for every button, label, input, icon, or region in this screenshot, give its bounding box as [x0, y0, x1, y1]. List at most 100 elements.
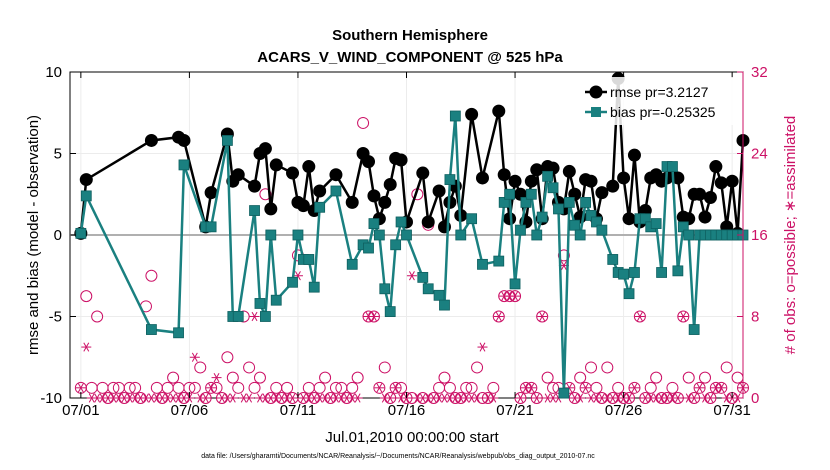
bias-point [449, 110, 461, 122]
obs-possible-marker [460, 381, 473, 394]
bias-point [547, 182, 559, 194]
obs-possible-marker [129, 381, 142, 394]
obs-assimilated-marker [694, 383, 705, 393]
bias-point [623, 288, 635, 300]
rmse-point [258, 142, 272, 156]
rmse-point [503, 212, 517, 226]
y-tick-label: 5 [54, 146, 62, 163]
footnote: data file: /Users/gharamti/Documents/NCA… [201, 453, 595, 460]
obs-assimilated-marker [510, 291, 521, 301]
obs-possible-marker [172, 381, 185, 394]
bias-point [498, 196, 510, 208]
rmse-point [492, 104, 506, 118]
bias-point [75, 227, 87, 239]
rmse-point [378, 195, 392, 209]
obs-possible-marker [226, 371, 239, 384]
bias-point [509, 278, 521, 290]
series-layer [74, 72, 750, 399]
bias-point [585, 210, 597, 221]
bias-point [591, 216, 602, 228]
rmse-point [367, 189, 381, 203]
rmse-point [421, 215, 435, 229]
x-axis: 07/01 07/06 07/11 07/16 07/21 07/26 07/31 [62, 72, 751, 419]
obs-possible-marker [248, 381, 261, 394]
bias-point [558, 387, 570, 399]
obs-possible-marker [585, 361, 598, 374]
bias-point [563, 196, 575, 208]
rmse-point [703, 191, 717, 205]
obs-assimilated-marker [385, 393, 396, 403]
obs-assimilated-marker [575, 393, 586, 403]
obs-layer [74, 116, 749, 404]
rmse-point [562, 164, 576, 178]
bias-point [515, 224, 526, 236]
obs-possible-marker [536, 310, 549, 323]
rmse-point [524, 174, 538, 188]
y2-tick-label: 32 [751, 64, 768, 81]
y2-axis: 0 8 16 24 32 [737, 64, 768, 407]
x-tick-label: 07/21 [496, 402, 534, 419]
rmse-point [79, 173, 93, 187]
obs-possible-marker [319, 371, 332, 384]
rmse-point [508, 174, 522, 188]
obs-assimilated-marker [624, 393, 635, 403]
rmse-point [606, 179, 620, 193]
chart-title: Southern Hemisphere [332, 27, 488, 44]
obs-assimilated-marker [537, 311, 548, 322]
y2-tick-label: 24 [751, 146, 768, 163]
rmse-point [622, 212, 636, 226]
x-tick-label: 07/16 [388, 402, 426, 419]
obs-possible-marker [85, 381, 98, 394]
obs-assimilated-marker [206, 383, 217, 393]
y-tick-label: 10 [45, 64, 62, 81]
rmse-point [302, 160, 316, 174]
bias-point [504, 188, 516, 200]
bias-point [270, 294, 282, 306]
bias-point [639, 213, 651, 225]
obs-assimilated-marker [368, 311, 379, 322]
obs-assimilated-marker [390, 383, 401, 393]
y-tick-label: 0 [54, 227, 62, 244]
obs-possible-marker [145, 269, 158, 282]
obs-possible-marker [574, 371, 587, 384]
rmse-point [530, 163, 544, 177]
bias-line [79, 115, 743, 394]
obs-assimilated-marker [531, 393, 542, 403]
rmse-point [698, 210, 712, 224]
bias-point [373, 229, 385, 241]
obs-possible-marker [492, 310, 505, 323]
bias-point [221, 135, 233, 146]
y2-tick-label: 16 [751, 227, 768, 244]
obs-possible-marker [373, 381, 386, 394]
obs-possible-marker [720, 361, 733, 374]
obs-possible-marker [433, 381, 446, 394]
rmse-point [584, 174, 598, 188]
bias-point [80, 190, 92, 202]
rmse-point [617, 171, 631, 185]
bias-point [656, 267, 667, 278]
obs-possible-marker [96, 381, 109, 394]
bias-point [390, 239, 402, 251]
bias-point [650, 218, 662, 229]
bias-point [205, 221, 217, 233]
rmse-point [264, 202, 278, 216]
chart-subtitle: ACARS_V_WIND_COMPONENT @ 525 hPa [257, 49, 563, 66]
obs-possible-marker [221, 351, 234, 364]
obs-assimilated-marker [81, 342, 92, 352]
obs-possible-marker [471, 361, 484, 374]
obs-assimilated-marker [374, 383, 385, 393]
rmse-point [465, 107, 479, 121]
legend-box [583, 77, 741, 125]
bias-point [346, 258, 358, 270]
obs-possible-marker [612, 381, 625, 394]
y-axis-label: rmse and bias (model - observation) [25, 115, 42, 355]
x-tick-label: 07/31 [713, 402, 751, 419]
obs-assimilated-marker [477, 342, 488, 352]
y-tick-label: -5 [49, 309, 62, 326]
obs-possible-marker [650, 371, 663, 384]
rmse-point [144, 133, 158, 147]
obs-possible-marker [541, 371, 554, 384]
obs-possible-marker [357, 116, 370, 129]
rmse-point [329, 168, 343, 182]
y-axis: -10 -5 0 5 10 [40, 64, 76, 407]
